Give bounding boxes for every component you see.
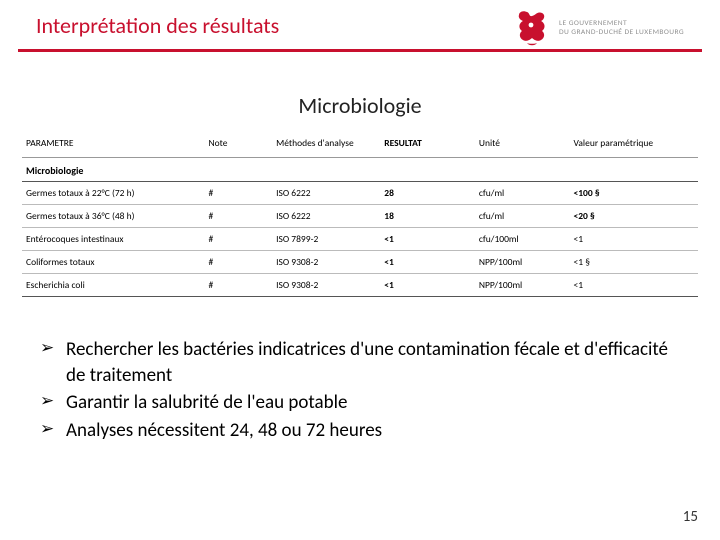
table-section-row: Microbiologie: [22, 158, 698, 182]
cell-methode: ISO 9308-2: [272, 274, 380, 297]
cell-parametre: Entérocoques intestinaux: [22, 228, 205, 251]
cell-unite: cfu/100ml: [475, 228, 570, 251]
bullet-item: Garantir la salubrité de l'eau potable: [40, 390, 680, 416]
cell-methode: ISO 7899-2: [272, 228, 380, 251]
gov-logo-area: LE GOUVERNEMENT DU GRAND-DUCHÉ DE LUXEMB…: [515, 9, 684, 51]
table-section-label: Microbiologie: [22, 158, 698, 182]
section-subtitle: Microbiologie: [0, 92, 720, 119]
cell-resultat: <1: [380, 251, 475, 274]
table-header-row: PARAMETRE Note Méthodes d'analyse RESULT…: [22, 133, 698, 158]
cell-note: #: [205, 205, 273, 228]
cell-methode: ISO 9308-2: [272, 251, 380, 274]
header-bar: Interprétation des résultats LE GOUVERNE…: [18, 0, 702, 52]
cell-methode: ISO 6222: [272, 182, 380, 205]
bullet-list: Rechercher les bactéries indicatrices d'…: [40, 337, 680, 444]
cell-parametre: Escherichia coli: [22, 274, 205, 297]
gov-line1: LE GOUVERNEMENT: [559, 19, 684, 28]
cell-valeur: <20 §: [570, 205, 698, 228]
cell-resultat: 28: [380, 182, 475, 205]
microbiology-table: PARAMETRE Note Méthodes d'analyse RESULT…: [22, 133, 698, 297]
col-parametre: PARAMETRE: [22, 133, 205, 158]
table-row: Escherichia coli # ISO 9308-2 <1 NPP/100…: [22, 274, 698, 297]
cell-note: #: [205, 251, 273, 274]
col-valeur: Valeur paramétrique: [570, 133, 698, 158]
cell-valeur: <100 §: [570, 182, 698, 205]
cell-unite: cfu/ml: [475, 182, 570, 205]
bullet-item: Rechercher les bactéries indicatrices d'…: [40, 337, 680, 388]
table-row: Coliformes totaux # ISO 9308-2 <1 NPP/10…: [22, 251, 698, 274]
cell-parametre: Coliformes totaux: [22, 251, 205, 274]
cell-valeur: <1 §: [570, 251, 698, 274]
page-title: Interprétation des résultats: [36, 12, 515, 47]
cell-note: #: [205, 228, 273, 251]
col-unite: Unité: [475, 133, 570, 158]
col-resultat: RESULTAT: [380, 133, 475, 158]
cell-valeur: <1: [570, 274, 698, 297]
cell-note: #: [205, 274, 273, 297]
cell-unite: NPP/100ml: [475, 274, 570, 297]
cell-resultat: 18: [380, 205, 475, 228]
col-methode: Méthodes d'analyse: [272, 133, 380, 158]
bullet-item: Analyses nécessitent 24, 48 ou 72 heures: [40, 418, 680, 444]
cell-valeur: <1: [570, 228, 698, 251]
cell-methode: ISO 6222: [272, 205, 380, 228]
lion-crest-icon: [515, 9, 549, 47]
cell-parametre: Germes totaux à 22°C (72 h): [22, 182, 205, 205]
cell-resultat: <1: [380, 274, 475, 297]
gov-text: LE GOUVERNEMENT DU GRAND-DUCHÉ DE LUXEMB…: [559, 19, 684, 37]
col-note: Note: [205, 133, 273, 158]
cell-resultat: <1: [380, 228, 475, 251]
cell-parametre: Germes totaux à 36°C (48 h): [22, 205, 205, 228]
table-row: Germes totaux à 22°C (72 h) # ISO 6222 2…: [22, 182, 698, 205]
cell-unite: cfu/ml: [475, 205, 570, 228]
gov-line2: DU GRAND-DUCHÉ DE LUXEMBOURG: [559, 28, 684, 37]
table-row: Germes totaux à 36°C (48 h) # ISO 6222 1…: [22, 205, 698, 228]
cell-note: #: [205, 182, 273, 205]
cell-unite: NPP/100ml: [475, 251, 570, 274]
page-number: 15: [683, 508, 698, 526]
table-row: Entérocoques intestinaux # ISO 7899-2 <1…: [22, 228, 698, 251]
